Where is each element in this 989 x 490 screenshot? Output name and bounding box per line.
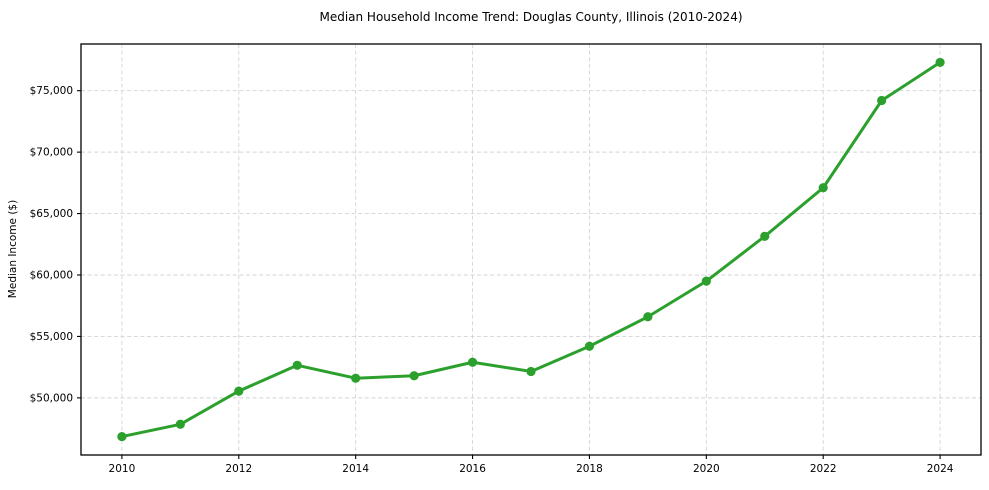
data-point: [175, 419, 185, 429]
data-point: [117, 431, 127, 442]
x-tick-label: 2020: [693, 463, 720, 475]
x-tick-label: 2016: [459, 463, 486, 475]
data-point: [409, 371, 419, 381]
y-tick-label: $50,000: [30, 392, 73, 404]
y-tick-label: $70,000: [30, 147, 73, 159]
y-tick-label: $60,000: [30, 269, 73, 281]
x-tick-label: 2018: [576, 463, 603, 475]
chart-title: Median Household Income Trend: Douglas C…: [319, 10, 742, 24]
y-tick-label: $55,000: [30, 331, 73, 343]
x-tick-label: 2024: [927, 463, 954, 475]
grid-layer: [81, 44, 981, 455]
y-tick-label: $65,000: [30, 208, 73, 220]
data-point: [701, 276, 711, 286]
x-tick-label: 2010: [109, 463, 136, 475]
x-tick-label: 2012: [225, 463, 252, 475]
y-axis-label: Median Income ($): [7, 200, 19, 298]
plot-border: [80, 43, 982, 456]
data-point: [818, 183, 828, 193]
axis-layer: 2010 2012 2014 2016 2018 2020 2022 2024 $50,000 $…: [30, 43, 982, 475]
data-point: [467, 357, 478, 367]
x-tick-label: 2022: [810, 463, 837, 475]
data-line: [120, 60, 942, 439]
data-point: [351, 373, 361, 383]
data-point: [234, 386, 244, 396]
x-tick-label: 2014: [342, 463, 369, 475]
data-point: [526, 366, 536, 377]
data-point: [760, 231, 770, 241]
data-point: [292, 360, 302, 370]
y-tick-label: $75,000: [30, 85, 73, 97]
data-point: [935, 57, 945, 68]
data-point: [877, 95, 887, 106]
data-point: [643, 312, 653, 322]
series-layer: [117, 57, 945, 442]
data-point: [584, 341, 595, 351]
